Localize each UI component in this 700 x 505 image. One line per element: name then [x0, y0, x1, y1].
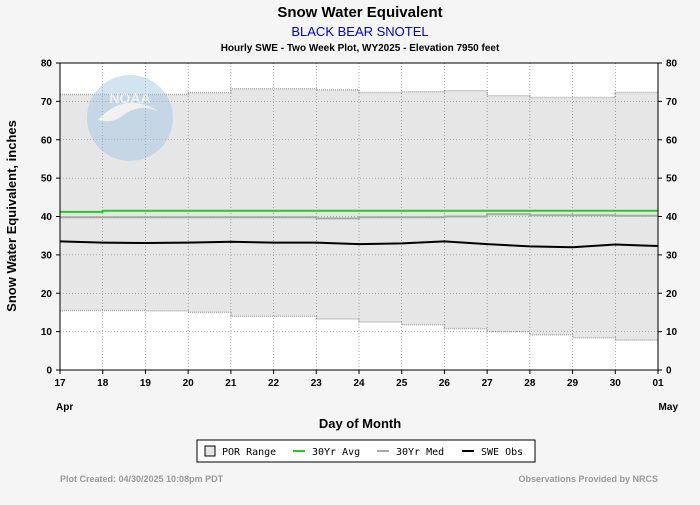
chart-description: Hourly SWE - Two Week Plot, WY2025 - Ele…: [221, 43, 500, 54]
y-tick-label-left: 80: [41, 59, 53, 70]
por-layer: [60, 87, 658, 341]
line-layer: [59, 209, 659, 249]
y-tick-label-left: 60: [41, 135, 53, 146]
x-tick-label: 01: [652, 378, 664, 389]
legend-box: [196, 439, 536, 463]
x-tick-label: 17: [54, 378, 66, 389]
series-swe-obs: [59, 240, 659, 249]
y-tick-label-left: 10: [41, 327, 53, 338]
y-tick-label-right: 10: [666, 327, 678, 338]
chart-title: Snow Water Equivalent: [277, 4, 442, 21]
x-tick-label: 27: [482, 378, 494, 389]
y-tick-label-right: 60: [666, 135, 678, 146]
x-tick-label: 25: [396, 378, 408, 389]
x-tick-label: 24: [353, 378, 365, 389]
legend-obs-label: SWE Obs: [481, 447, 523, 458]
y-tick-label-right: 30: [666, 250, 678, 261]
noaa-gull-icon: [98, 102, 160, 122]
y-tick-label-left: 70: [41, 97, 53, 108]
footer-observations: Observations Provided by NRCS: [518, 474, 658, 484]
x-tick-label: 30: [610, 378, 622, 389]
y-tick-label-right: 20: [666, 289, 678, 300]
y-tick-label-left: 50: [41, 174, 53, 185]
month-end-label: May: [659, 402, 679, 413]
por-min-edge: [60, 309, 658, 341]
y-tick-label-right: 70: [666, 97, 678, 108]
x-tick-label: 26: [439, 378, 451, 389]
por-range-band: [60, 88, 658, 341]
x-tick-label: 28: [524, 378, 536, 389]
noaa-logo-icon: [87, 75, 173, 161]
x-tick-label: 23: [311, 378, 323, 389]
x-axis-label: Day of Month: [319, 416, 401, 431]
month-start-label: Apr: [56, 402, 73, 413]
legend-por-swatch: [204, 445, 216, 457]
y-tick-label-right: 0: [666, 366, 672, 377]
x-tick-label: 29: [567, 378, 579, 389]
y-axis-label: Snow Water Equivalent, inches: [4, 120, 19, 312]
y-tick-label-left: 0: [46, 366, 52, 377]
legend-med-label: 30Yr Med: [396, 447, 444, 458]
noaa-watermark: NOAA: [87, 75, 173, 161]
series-30yr-avg: [60, 209, 658, 213]
legend: POR Range 30Yr Avg 30Yr Med SWE Obs: [196, 439, 536, 463]
chart-subtitle: BLACK BEAR SNOTEL: [291, 24, 428, 39]
footer-plot-created: Plot Created: 04/30/2025 10:08pm PDT: [60, 474, 224, 484]
y-tick-label-right: 40: [666, 212, 678, 223]
por-max-edge: [60, 87, 658, 99]
legend-por-label: POR Range: [222, 447, 276, 458]
y-tick-label-left: 40: [41, 212, 53, 223]
y-tick-label-left: 20: [41, 289, 53, 300]
series-30yr-med: [60, 213, 658, 220]
x-tick-label: 19: [140, 378, 152, 389]
x-tick-label: 22: [268, 378, 280, 389]
x-tick-label: 20: [183, 378, 195, 389]
y-tick-label-left: 30: [41, 250, 53, 261]
legend-avg-label: 30Yr Avg: [312, 447, 360, 458]
x-tick-label: 21: [225, 378, 237, 389]
y-tick-label-right: 50: [666, 174, 678, 185]
noaa-watermark-text: NOAA: [109, 90, 150, 106]
x-tick-label: 18: [97, 378, 109, 389]
y-tick-label-right: 80: [666, 59, 678, 70]
